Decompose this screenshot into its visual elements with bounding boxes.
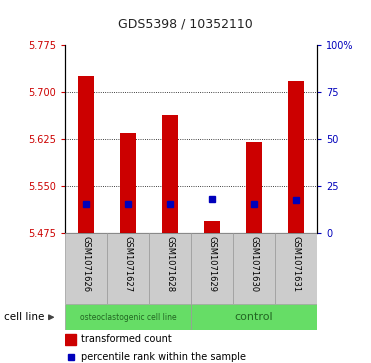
Bar [107, 233, 149, 304]
Bar [65, 304, 191, 330]
Bar [191, 233, 233, 304]
Text: GSM1071629: GSM1071629 [208, 236, 217, 292]
Bar [65, 334, 76, 345]
Bar [246, 142, 262, 233]
Text: cell line: cell line [4, 312, 44, 322]
Text: osteoclastogenic cell line: osteoclastogenic cell line [80, 313, 176, 322]
Text: GDS5398 / 10352110: GDS5398 / 10352110 [118, 17, 253, 30]
Bar [149, 233, 191, 304]
Bar [162, 115, 178, 233]
Bar [120, 133, 136, 233]
Bar [204, 221, 220, 233]
Text: transformed count: transformed count [81, 334, 172, 344]
Bar [288, 81, 304, 233]
Bar [78, 76, 94, 233]
Text: GSM1071631: GSM1071631 [292, 236, 301, 292]
Bar [65, 233, 107, 304]
Bar [191, 304, 317, 330]
Text: percentile rank within the sample: percentile rank within the sample [81, 352, 246, 362]
Bar [275, 233, 317, 304]
Bar [233, 233, 275, 304]
Text: GSM1071627: GSM1071627 [124, 236, 132, 292]
Text: GSM1071628: GSM1071628 [165, 236, 174, 292]
Text: control: control [235, 312, 273, 322]
Text: GSM1071630: GSM1071630 [250, 236, 259, 292]
Text: GSM1071626: GSM1071626 [82, 236, 91, 292]
